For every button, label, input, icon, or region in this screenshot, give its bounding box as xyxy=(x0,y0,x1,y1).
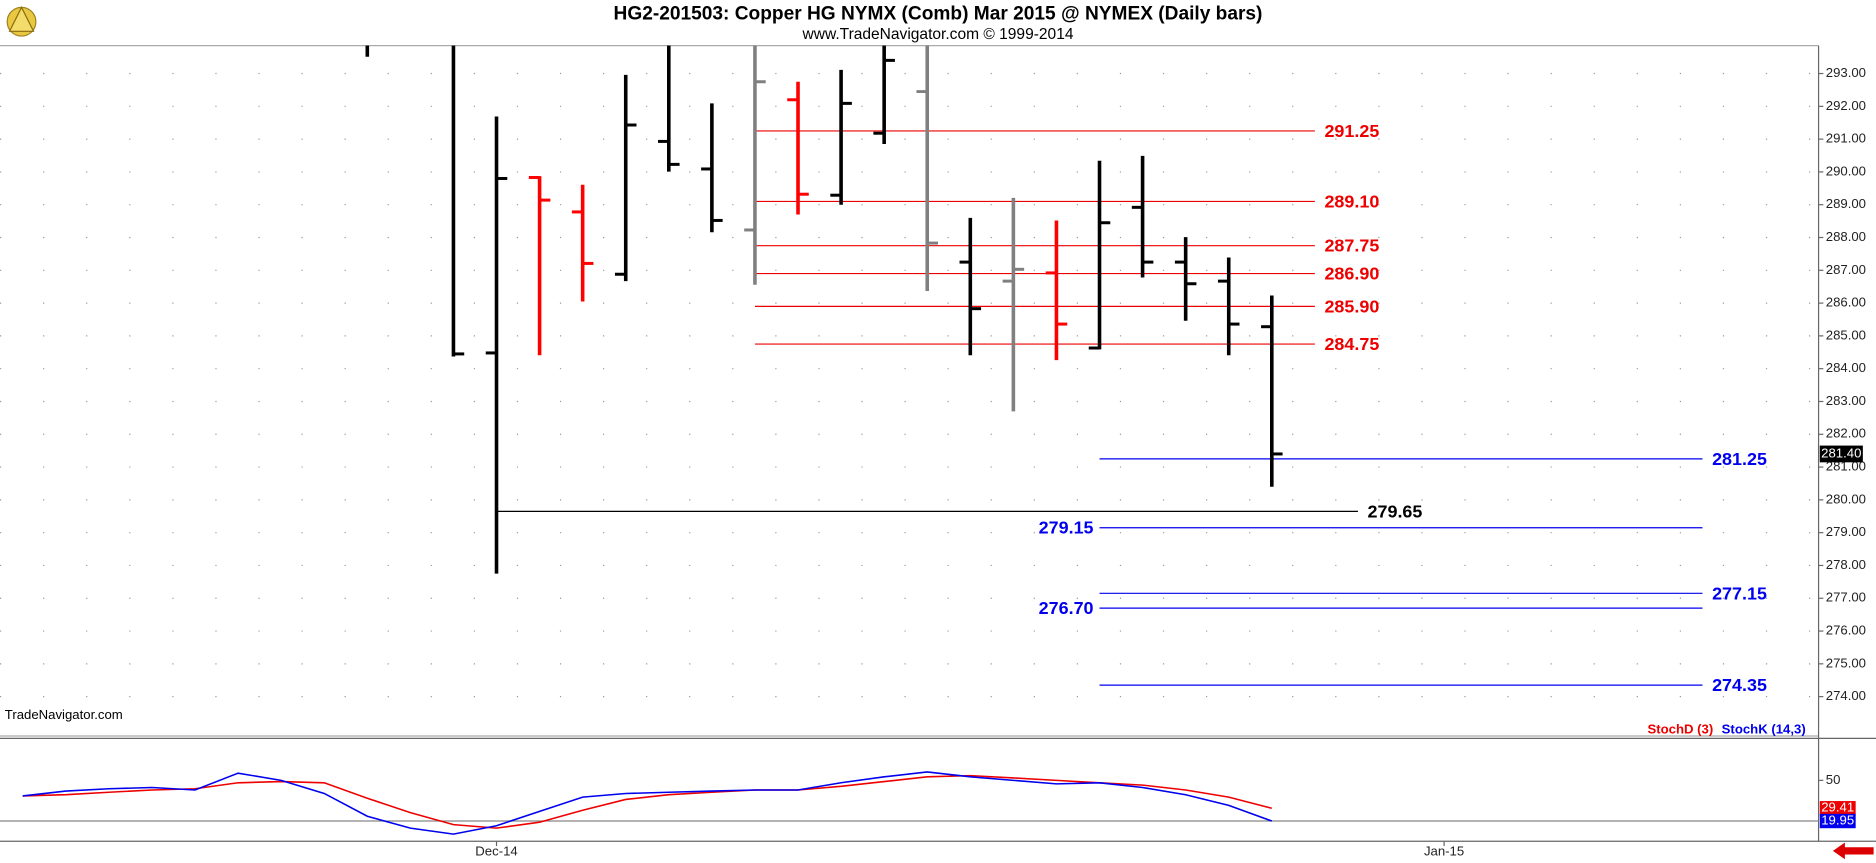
level-label: 284.75 xyxy=(1324,334,1379,354)
watermark: TradeNavigator.com xyxy=(5,707,123,722)
level-label: 276.70 xyxy=(1039,598,1094,618)
y-tick-label: 285.00 xyxy=(1826,327,1866,342)
y-tick-label: 280.00 xyxy=(1826,491,1866,506)
y-tick-label: 292.00 xyxy=(1826,98,1866,113)
stoch-line xyxy=(22,774,1272,829)
y-tick-label: 288.00 xyxy=(1826,229,1866,244)
y-tick-label: 279.00 xyxy=(1826,524,1866,539)
y-tick-label: 293.00 xyxy=(1826,65,1866,80)
y-tick-label: 278.00 xyxy=(1826,557,1866,572)
last-value-label: 29.41 xyxy=(1821,800,1854,815)
stoch-line xyxy=(22,771,1273,835)
y-tick-label: 284.00 xyxy=(1826,360,1866,375)
y-tick-label: 282.00 xyxy=(1826,426,1866,441)
y-tick-label: 286.00 xyxy=(1826,295,1866,310)
price-panel: 291.25 289.10 287.75 286.90 285.90 284.75 279.… xyxy=(0,45,1819,698)
chart-subtitle: www.TradeNavigator.com © 1999-2014 xyxy=(802,26,1074,43)
y-tick-label: 283.00 xyxy=(1826,393,1866,408)
y-tick-label: 289.00 xyxy=(1826,196,1866,211)
y-tick-label: 275.00 xyxy=(1826,655,1866,670)
last-value-box xyxy=(1819,801,1856,816)
level-label: 279.65 xyxy=(1368,501,1423,521)
y-tick-label: 276.00 xyxy=(1826,623,1866,638)
level-label: 285.90 xyxy=(1324,296,1379,316)
level-label: 277.15 xyxy=(1712,583,1767,603)
x-tick-label: Dec-14 xyxy=(475,844,517,859)
y-tick-label: 274.00 xyxy=(1826,688,1866,703)
logo xyxy=(6,6,37,37)
last-value-box xyxy=(1819,813,1856,829)
level-label: 281.25 xyxy=(1712,449,1767,469)
level-label: 289.10 xyxy=(1324,191,1379,211)
y-tick-label: 291.00 xyxy=(1826,131,1866,146)
last-value-label: 19.95 xyxy=(1821,813,1854,828)
last-price-label: 281.40 xyxy=(1821,445,1861,460)
level-label: 287.75 xyxy=(1324,236,1379,256)
level-label: 286.90 xyxy=(1324,264,1379,284)
chart-title: HG2-201503: Copper HG NYMX (Comb) Mar 20… xyxy=(614,4,1263,25)
y-tick-label: 50 xyxy=(1826,772,1841,787)
level-label: 279.15 xyxy=(1039,518,1094,538)
legend-entry: StochK (14,3) xyxy=(1722,721,1806,736)
y-tick-label: 277.00 xyxy=(1826,590,1866,605)
last-price-box xyxy=(1819,445,1863,463)
legend-entry: StochD (3) xyxy=(1647,721,1713,736)
level-label: 291.25 xyxy=(1324,121,1379,141)
axes: 274.00 275.00 276.00 277.00 278.00 279.00 280.… xyxy=(475,65,1866,859)
stoch-panel xyxy=(0,771,1819,835)
y-tick-label: 290.00 xyxy=(1826,163,1866,178)
scroll-arrow[interactable] xyxy=(1832,842,1874,860)
level-label: 274.35 xyxy=(1712,675,1767,695)
x-tick-label: Jan-15 xyxy=(1424,844,1464,859)
y-tick-label: 287.00 xyxy=(1826,262,1866,277)
